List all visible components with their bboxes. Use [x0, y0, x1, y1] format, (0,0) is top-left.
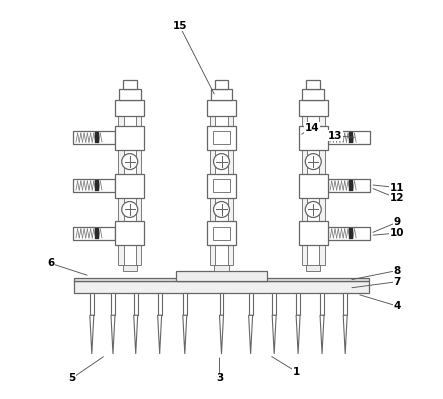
Circle shape — [305, 154, 321, 170]
Bar — [95, 228, 99, 239]
Bar — [123, 80, 136, 89]
Polygon shape — [219, 315, 224, 354]
Text: 7: 7 — [393, 277, 401, 287]
Polygon shape — [249, 315, 253, 354]
Bar — [249, 293, 253, 315]
Bar — [115, 100, 144, 116]
Circle shape — [214, 154, 229, 170]
Bar — [90, 293, 94, 315]
Bar — [307, 80, 320, 89]
Bar — [213, 227, 230, 240]
Text: 15: 15 — [172, 21, 187, 31]
Text: 1: 1 — [293, 367, 300, 377]
Bar — [74, 281, 369, 293]
Bar — [228, 116, 233, 265]
Polygon shape — [343, 315, 347, 354]
Bar — [175, 271, 267, 281]
Polygon shape — [90, 315, 94, 354]
Bar — [302, 116, 307, 265]
Polygon shape — [183, 315, 187, 354]
Bar — [210, 89, 233, 100]
Text: 5: 5 — [68, 373, 75, 383]
Bar — [207, 221, 236, 245]
Bar — [328, 179, 369, 192]
Bar — [214, 265, 229, 271]
Text: 9: 9 — [393, 217, 400, 227]
Bar — [299, 221, 328, 245]
Text: 14: 14 — [305, 122, 319, 133]
Bar — [328, 131, 369, 144]
Polygon shape — [272, 315, 276, 354]
Bar — [215, 80, 228, 89]
Polygon shape — [158, 315, 162, 354]
Bar — [115, 221, 144, 245]
Bar — [118, 116, 124, 265]
Text: 6: 6 — [47, 258, 54, 269]
Text: 11: 11 — [390, 182, 404, 193]
Polygon shape — [320, 315, 324, 354]
Bar — [115, 126, 144, 150]
Bar — [319, 116, 325, 265]
Bar — [207, 174, 236, 198]
Bar — [74, 179, 115, 192]
Bar — [210, 116, 215, 265]
Bar — [207, 126, 236, 150]
Circle shape — [122, 154, 138, 170]
Bar — [158, 293, 162, 315]
Text: 10: 10 — [390, 228, 404, 238]
Bar — [213, 131, 230, 144]
Text: 13: 13 — [327, 130, 342, 141]
Text: 4: 4 — [393, 301, 401, 311]
Bar — [299, 100, 328, 116]
Text: 3: 3 — [216, 373, 223, 383]
Bar — [115, 174, 144, 198]
Bar — [272, 293, 276, 315]
Bar — [219, 293, 224, 315]
Bar — [328, 227, 369, 240]
Bar — [320, 293, 324, 315]
Circle shape — [122, 201, 138, 217]
Bar — [74, 131, 115, 144]
Polygon shape — [111, 315, 115, 354]
Bar — [299, 126, 328, 150]
Bar — [136, 116, 141, 265]
Text: 12: 12 — [390, 193, 404, 203]
Circle shape — [305, 201, 321, 217]
Bar — [349, 132, 353, 143]
Bar — [302, 89, 324, 100]
Bar — [299, 174, 328, 198]
Bar — [95, 132, 99, 143]
Polygon shape — [296, 315, 300, 354]
Bar — [343, 293, 347, 315]
Bar — [95, 180, 99, 191]
Bar — [349, 180, 353, 191]
Bar — [207, 100, 236, 116]
Text: 8: 8 — [393, 265, 400, 276]
Bar — [296, 293, 300, 315]
Bar — [134, 293, 138, 315]
Bar — [111, 293, 115, 315]
Bar — [74, 227, 115, 240]
Bar — [74, 278, 369, 281]
Circle shape — [214, 201, 229, 217]
Bar — [183, 293, 187, 315]
Bar — [213, 179, 230, 192]
Bar — [306, 265, 320, 271]
Bar — [349, 228, 353, 239]
Bar — [123, 265, 137, 271]
Polygon shape — [134, 315, 138, 354]
Bar — [119, 89, 141, 100]
